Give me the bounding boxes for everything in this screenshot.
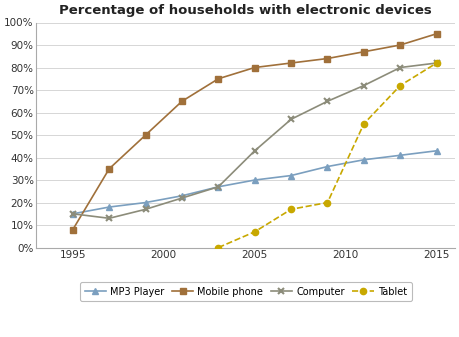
MP3 Player — [179, 194, 185, 198]
Computer — [179, 196, 185, 200]
MP3 Player — [397, 153, 403, 157]
MP3 Player — [325, 164, 330, 168]
MP3 Player — [361, 158, 367, 162]
Tablet — [434, 61, 439, 65]
MP3 Player — [434, 149, 439, 153]
Title: Percentage of households with electronic devices: Percentage of households with electronic… — [59, 4, 432, 17]
Mobile phone — [325, 57, 330, 61]
Legend: MP3 Player, Mobile phone, Computer, Tablet: MP3 Player, Mobile phone, Computer, Tabl… — [80, 282, 412, 301]
Computer — [434, 61, 439, 65]
Line: Tablet: Tablet — [215, 60, 440, 251]
Computer — [216, 185, 221, 189]
Computer — [288, 117, 294, 121]
Mobile phone — [361, 50, 367, 54]
MP3 Player — [106, 205, 112, 209]
Computer — [361, 84, 367, 88]
MP3 Player — [216, 185, 221, 189]
Mobile phone — [106, 167, 112, 171]
Mobile phone — [143, 133, 148, 137]
Mobile phone — [434, 32, 439, 36]
MP3 Player — [143, 201, 148, 205]
Mobile phone — [179, 99, 185, 103]
Line: Computer: Computer — [69, 60, 440, 222]
Mobile phone — [70, 227, 76, 232]
Mobile phone — [216, 77, 221, 81]
Tablet — [361, 122, 367, 126]
Line: Mobile phone: Mobile phone — [70, 31, 439, 232]
Computer — [143, 207, 148, 211]
Tablet — [288, 207, 294, 211]
MP3 Player — [252, 178, 257, 182]
Line: MP3 Player: MP3 Player — [70, 148, 439, 217]
Computer — [252, 149, 257, 153]
Tablet — [325, 201, 330, 205]
Mobile phone — [288, 61, 294, 65]
MP3 Player — [70, 212, 76, 216]
Tablet — [252, 230, 257, 234]
Tablet — [397, 84, 403, 88]
MP3 Player — [288, 174, 294, 178]
Mobile phone — [397, 43, 403, 47]
Tablet — [216, 246, 221, 250]
Computer — [106, 216, 112, 220]
Mobile phone — [252, 65, 257, 69]
Computer — [325, 99, 330, 103]
Computer — [70, 212, 76, 216]
Computer — [397, 65, 403, 69]
